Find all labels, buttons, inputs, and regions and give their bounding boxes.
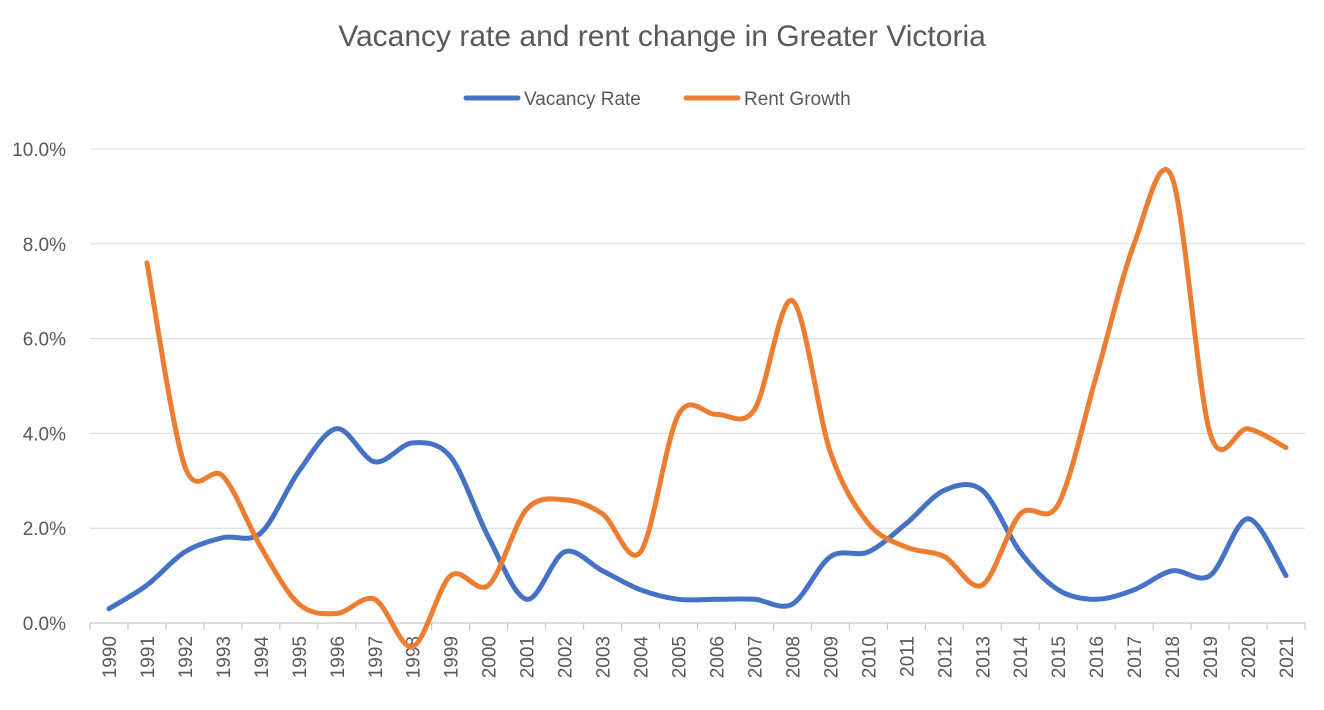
x-axis-labels: 1990 1991 1992 1993 1994 1995 1996 1997 1998 1999… bbox=[100, 636, 1298, 679]
x-tick-label: 1995 bbox=[290, 636, 311, 678]
x-tick-label: 1993 bbox=[214, 636, 235, 678]
x-tick-label: 2008 bbox=[783, 636, 804, 678]
series-lines bbox=[106, 167, 1289, 650]
x-tick-label: 2002 bbox=[556, 636, 577, 678]
x-tick-label: 2009 bbox=[821, 636, 842, 678]
y-tick-label: 4.0% bbox=[23, 424, 66, 445]
series-line-rent-growth bbox=[144, 167, 1289, 650]
x-tick-label: 2012 bbox=[935, 636, 956, 678]
series-line-vacancy-rate bbox=[106, 426, 1289, 612]
x-tick-label: 2000 bbox=[480, 636, 501, 678]
x-tick-label: 2015 bbox=[1049, 636, 1070, 678]
y-tick-label: 10.0% bbox=[12, 140, 66, 161]
x-tick-label: 2019 bbox=[1201, 636, 1222, 678]
x-tick-label: 2007 bbox=[745, 636, 766, 678]
x-tick-label: 1999 bbox=[442, 636, 463, 678]
x-tick-label: 2016 bbox=[1087, 636, 1108, 678]
legend: Vacancy Rate Rent Growth bbox=[463, 89, 851, 110]
x-tick-label: 2010 bbox=[859, 636, 880, 678]
legend-label-vacancy-rate: Vacancy Rate bbox=[524, 89, 641, 110]
x-tick-label: 2017 bbox=[1125, 636, 1146, 678]
x-tick-label: 1996 bbox=[328, 636, 349, 678]
x-tick-label: 1991 bbox=[138, 636, 159, 678]
x-tick-label: 2003 bbox=[594, 636, 615, 678]
x-tick-label: 2005 bbox=[670, 636, 691, 678]
x-tick-label: 2020 bbox=[1239, 636, 1260, 678]
x-tick-label: 2021 bbox=[1277, 636, 1298, 678]
y-tick-label: 0.0% bbox=[23, 614, 66, 635]
x-tick-label: 2006 bbox=[707, 636, 728, 678]
y-tick-label: 8.0% bbox=[23, 235, 66, 256]
x-tick-label: 1990 bbox=[100, 636, 121, 678]
x-tick-label: 2014 bbox=[1011, 636, 1032, 679]
y-tick-label: 6.0% bbox=[23, 330, 66, 351]
x-axis-tick-marks bbox=[89, 623, 1306, 630]
x-tick-label: 2011 bbox=[897, 636, 918, 677]
x-tick-label: 2001 bbox=[518, 636, 539, 678]
x-tick-label: 2013 bbox=[973, 636, 994, 678]
y-tick-label: -2.0% bbox=[16, 709, 66, 710]
x-tick-label: 2018 bbox=[1163, 636, 1184, 678]
gridlines bbox=[90, 148, 1305, 529]
x-tick-label: 2004 bbox=[632, 636, 653, 679]
x-tick-label: 1994 bbox=[252, 636, 273, 679]
y-axis-ticks: -2.0% 0.0% 2.0% 4.0% 6.0% 8.0% 10.0% bbox=[12, 140, 66, 710]
x-tick-label: 1997 bbox=[366, 636, 387, 678]
x-tick-label: 1992 bbox=[176, 636, 197, 678]
legend-label-rent-growth: Rent Growth bbox=[744, 89, 851, 110]
chart-title: Vacancy rate and rent change in Greater … bbox=[338, 20, 986, 53]
y-tick-label: 2.0% bbox=[23, 519, 66, 540]
